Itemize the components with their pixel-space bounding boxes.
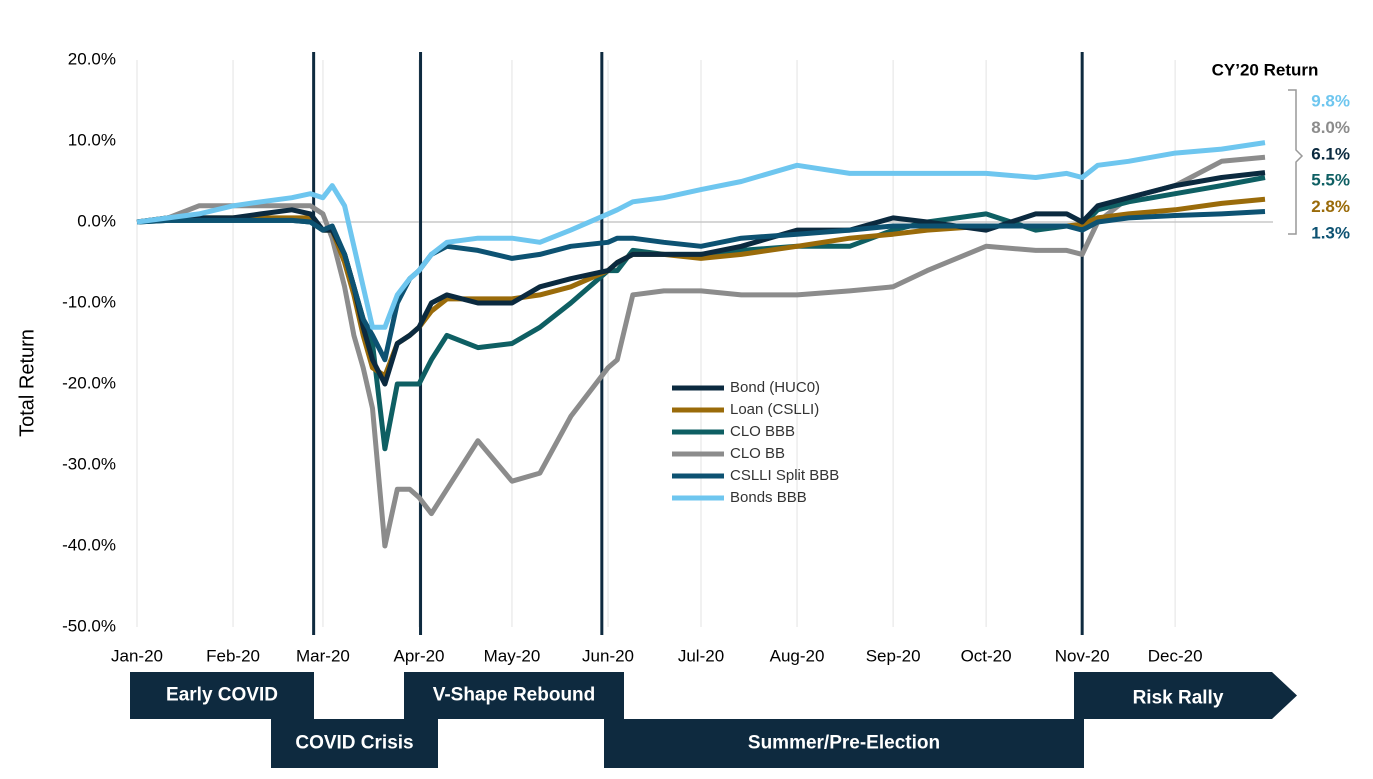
y-tick-label: -30.0% [62,454,116,473]
phase-label: V-Shape Rebound [433,685,596,706]
x-tick-label: Nov-20 [1055,646,1110,665]
legend-label: Loan (CSLLI) [730,401,819,418]
series-line [136,209,1266,363]
end-label: 9.8% [1311,91,1350,110]
y-tick-label: -10.0% [62,292,116,311]
legend-label: CSLLI Split BBB [730,467,839,484]
x-tick-label: May-20 [484,646,541,665]
x-tick-label: Jul-20 [678,646,724,665]
legend-label: Bond (HUC0) [730,379,820,396]
y-tick-label: 0.0% [77,211,116,230]
phase-label: COVID Crisis [295,733,413,754]
phase-box [404,672,624,719]
y-tick-label: 10.0% [68,130,116,149]
y-tick-label: -40.0% [62,535,116,554]
y-tick-label: -20.0% [62,373,116,392]
bracket [1288,89,1304,235]
end-label: 6.1% [1311,144,1350,163]
series-line [136,154,1266,549]
legend-label: CLO BBB [730,423,795,440]
phase-label: Early COVID [166,685,278,706]
legend-label: Bonds BBB [730,489,807,506]
x-tick-label: Oct-20 [961,646,1012,665]
phase-label: Summer/Pre-Election [748,733,940,754]
end-label: 1.3% [1311,223,1350,242]
end-label: 5.5% [1311,171,1350,190]
end-label: 8.0% [1311,118,1350,137]
series-line [136,140,1266,330]
x-tick-label: Feb-20 [206,646,260,665]
x-tick-label: Mar-20 [296,646,350,665]
phase-box [271,719,438,768]
end-label: 2.8% [1311,197,1350,216]
x-tick-label: Apr-20 [393,646,444,665]
end-labels-title: CY’20 Return [1212,60,1319,79]
y-tick-label: -50.0% [62,616,116,635]
y-axis-title: Total Return [16,329,38,437]
phase-box [130,672,314,719]
x-tick-label: Jun-20 [582,646,634,665]
x-tick-label: Aug-20 [770,646,825,665]
phase-label: Risk Rally [1133,688,1224,709]
x-tick-label: Sep-20 [866,646,921,665]
phase-box [604,719,1084,768]
legend-label: CLO BB [730,445,785,462]
y-tick-label: 20.0% [68,49,116,68]
phase-arrow [1074,672,1297,719]
x-tick-label: Jan-20 [111,646,163,665]
x-tick-label: Dec-20 [1148,646,1203,665]
